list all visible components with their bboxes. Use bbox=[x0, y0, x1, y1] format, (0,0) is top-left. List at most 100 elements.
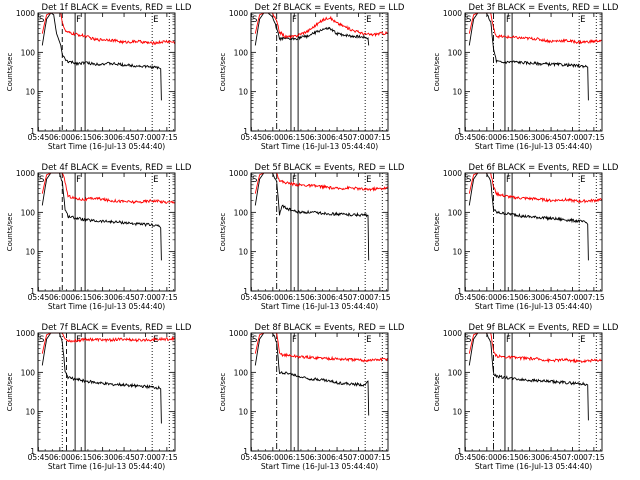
x-tick-label: 06:45 bbox=[113, 133, 135, 142]
y-tick-label: 1000 bbox=[16, 329, 35, 338]
x-tick-label: 05:45 bbox=[455, 453, 477, 462]
y-axis-label: Counts/sec bbox=[6, 53, 14, 92]
time-marker-label: E bbox=[366, 175, 371, 185]
x-tick-label: 06:00 bbox=[476, 133, 498, 142]
y-tick-label: 1 bbox=[30, 447, 35, 456]
y-tick-label: 1000 bbox=[229, 169, 248, 178]
plot-frame bbox=[250, 172, 389, 292]
x-tick-label: 06:45 bbox=[540, 133, 562, 142]
y-axis-label: Counts/sec bbox=[433, 373, 441, 412]
events-series-line bbox=[468, 332, 589, 421]
plot-frame bbox=[464, 332, 603, 452]
time-marker-label: E bbox=[366, 335, 371, 345]
y-tick-label: 1000 bbox=[16, 9, 35, 18]
x-tick-label: 06:45 bbox=[326, 133, 348, 142]
plot-frame bbox=[250, 12, 389, 132]
x-axis-label: Start Time (16-Jul-13 05:44:40) bbox=[475, 302, 592, 311]
events-series-line bbox=[254, 12, 370, 46]
x-tick-label: 06:30 bbox=[305, 453, 327, 462]
x-tick-label: 06:45 bbox=[113, 293, 135, 302]
x-tick-label: 06:15 bbox=[497, 453, 519, 462]
y-axis-label: Counts/sec bbox=[433, 213, 441, 252]
x-tick-label: 05:45 bbox=[28, 133, 50, 142]
lld-series-line bbox=[41, 332, 176, 354]
events-series-line bbox=[41, 12, 162, 101]
x-tick-label: 06:30 bbox=[92, 453, 114, 462]
time-marker-label: F bbox=[292, 335, 297, 345]
y-tick-label: 10 bbox=[452, 88, 462, 97]
y-tick-label: 10 bbox=[238, 88, 248, 97]
y-tick-label: 1000 bbox=[229, 329, 248, 338]
x-tick-label: 07:15 bbox=[156, 293, 178, 302]
time-marker-label: S bbox=[39, 335, 44, 345]
x-axis-label: Start Time (16-Jul-13 05:44:40) bbox=[475, 142, 592, 151]
x-tick-label: 06:15 bbox=[70, 453, 92, 462]
x-tick-label: 07:00 bbox=[348, 133, 370, 142]
x-tick-label: 06:30 bbox=[92, 293, 114, 302]
y-axis-label: Counts/sec bbox=[219, 213, 227, 252]
time-marker-label: F bbox=[76, 15, 81, 25]
y-tick-label: 100 bbox=[21, 48, 36, 57]
x-tick-label: 07:00 bbox=[562, 133, 584, 142]
x-axis-label: Start Time (16-Jul-13 05:44:40) bbox=[48, 302, 165, 311]
x-tick-label: 06:00 bbox=[262, 133, 284, 142]
y-tick-label: 100 bbox=[448, 208, 463, 217]
x-axis-label: Start Time (16-Jul-13 05:44:40) bbox=[261, 302, 378, 311]
x-tick-label: 06:30 bbox=[305, 293, 327, 302]
time-marker-label: F bbox=[292, 15, 297, 25]
x-tick-label: 06:30 bbox=[519, 133, 541, 142]
events-series-line bbox=[41, 172, 162, 261]
time-marker-label: E bbox=[153, 15, 158, 25]
x-tick-label: 07:00 bbox=[135, 453, 157, 462]
x-axis-label: Start Time (16-Jul-13 05:44:40) bbox=[261, 142, 378, 151]
time-marker-label: F bbox=[292, 175, 297, 185]
y-tick-label: 1 bbox=[30, 127, 35, 136]
x-tick-label: 06:30 bbox=[92, 133, 114, 142]
x-tick-label: 06:00 bbox=[49, 293, 71, 302]
time-marker-label: F bbox=[506, 15, 511, 25]
x-tick-label: 07:15 bbox=[369, 293, 391, 302]
time-marker-label: F bbox=[76, 175, 81, 185]
y-tick-label: 10 bbox=[25, 248, 35, 257]
x-tick-label: 06:45 bbox=[540, 293, 562, 302]
x-tick-label: 06:30 bbox=[519, 293, 541, 302]
x-tick-label: 06:15 bbox=[497, 133, 519, 142]
chart-panel: Det 6f BLACK = Events, RED = LLD Counts/s… bbox=[433, 163, 619, 311]
x-tick-label: 06:15 bbox=[283, 293, 305, 302]
x-tick-label: 07:00 bbox=[562, 293, 584, 302]
chart-title: Det 6f BLACK = Events, RED = LLD bbox=[469, 163, 619, 173]
lld-series-line bbox=[254, 12, 388, 40]
chart-title: Det 9f BLACK = Events, RED = LLD bbox=[469, 323, 619, 333]
x-tick-label: 07:15 bbox=[583, 453, 605, 462]
x-tick-label: 06:15 bbox=[70, 293, 92, 302]
events-series-line bbox=[254, 172, 370, 261]
y-tick-label: 10 bbox=[238, 248, 248, 257]
y-axis-label: Counts/sec bbox=[219, 373, 227, 412]
plot-frame bbox=[250, 332, 389, 452]
time-marker-label: E bbox=[153, 175, 158, 185]
y-tick-label: 1000 bbox=[443, 169, 462, 178]
x-tick-label: 07:00 bbox=[348, 453, 370, 462]
x-tick-label: 07:15 bbox=[156, 453, 178, 462]
x-tick-label: 06:45 bbox=[113, 453, 135, 462]
events-series-line bbox=[468, 12, 589, 101]
chart-title: Det 3f BLACK = Events, RED = LLD bbox=[469, 3, 619, 13]
time-marker-label: E bbox=[580, 335, 585, 345]
time-marker-label: F bbox=[506, 175, 511, 185]
time-marker-label: S bbox=[466, 15, 471, 25]
x-axis-label: Start Time (16-Jul-13 05:44:40) bbox=[475, 462, 592, 471]
x-tick-label: 07:15 bbox=[369, 453, 391, 462]
y-tick-label: 100 bbox=[21, 368, 36, 377]
x-tick-label: 06:45 bbox=[326, 293, 348, 302]
y-tick-label: 1 bbox=[457, 447, 462, 456]
x-tick-label: 07:00 bbox=[135, 133, 157, 142]
x-tick-label: 06:15 bbox=[283, 133, 305, 142]
lld-series-line bbox=[41, 172, 176, 205]
x-tick-label: 07:00 bbox=[562, 453, 584, 462]
y-tick-label: 10 bbox=[452, 248, 462, 257]
x-tick-label: 07:00 bbox=[348, 293, 370, 302]
y-tick-label: 10 bbox=[238, 408, 248, 417]
chart-title: Det 8f BLACK = Events, RED = LLD bbox=[255, 323, 405, 333]
x-tick-label: 06:30 bbox=[519, 453, 541, 462]
